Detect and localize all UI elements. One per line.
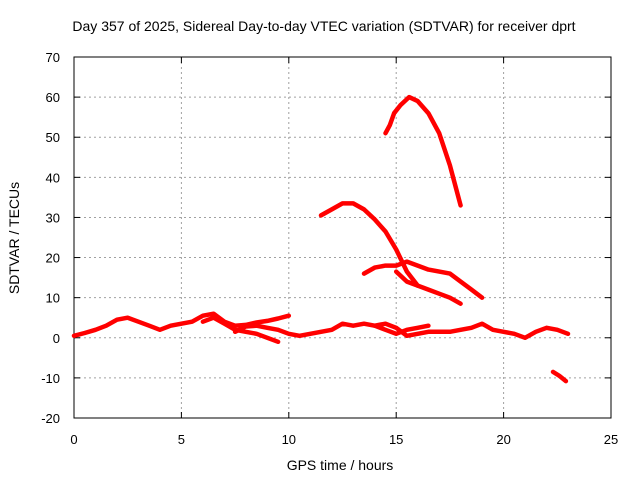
y-tick-label: 0: [53, 331, 60, 346]
axis-ticks: 0 5 10 15 20 25 -20 -10 0 10 20 30 40 50 60 70: [41, 50, 618, 447]
grid: [74, 57, 611, 418]
y-tick-label: 30: [46, 210, 60, 225]
y-tick-label: 60: [46, 90, 60, 105]
y-tick-label: 50: [46, 130, 60, 145]
y-tick-label: -10: [41, 371, 60, 386]
y-tick-label: 40: [46, 170, 60, 185]
series-line-baseline-d: [372, 323, 431, 337]
chart-title: Day 357 of 2025, Sidereal Day-to-day VTE…: [72, 18, 575, 34]
x-tick-label: 25: [604, 432, 618, 447]
series-line-mid-branch: [393, 269, 420, 288]
plot-frame: [73, 56, 612, 419]
y-tick-label: -20: [41, 411, 60, 426]
x-tick-label: 20: [496, 432, 510, 447]
series-line-baseline-a: [71, 311, 292, 339]
y-axis-label: SDTVAR / TECUs: [6, 182, 22, 294]
y-tick-label: 20: [46, 251, 60, 266]
y-tick-label: 70: [46, 50, 60, 65]
x-tick-label: 15: [389, 432, 403, 447]
x-tick-label: 10: [282, 432, 296, 447]
data-series: [71, 94, 571, 384]
y-tick-label: 10: [46, 291, 60, 306]
series-line-peak: [383, 94, 463, 208]
x-axis-label: GPS time / hours: [287, 457, 394, 473]
series-line-tail: [550, 369, 569, 384]
series-line-mid: [361, 259, 485, 300]
x-tick-label: 5: [178, 432, 185, 447]
x-tick-label: 0: [70, 432, 77, 447]
series-line-arc: [318, 201, 463, 306]
